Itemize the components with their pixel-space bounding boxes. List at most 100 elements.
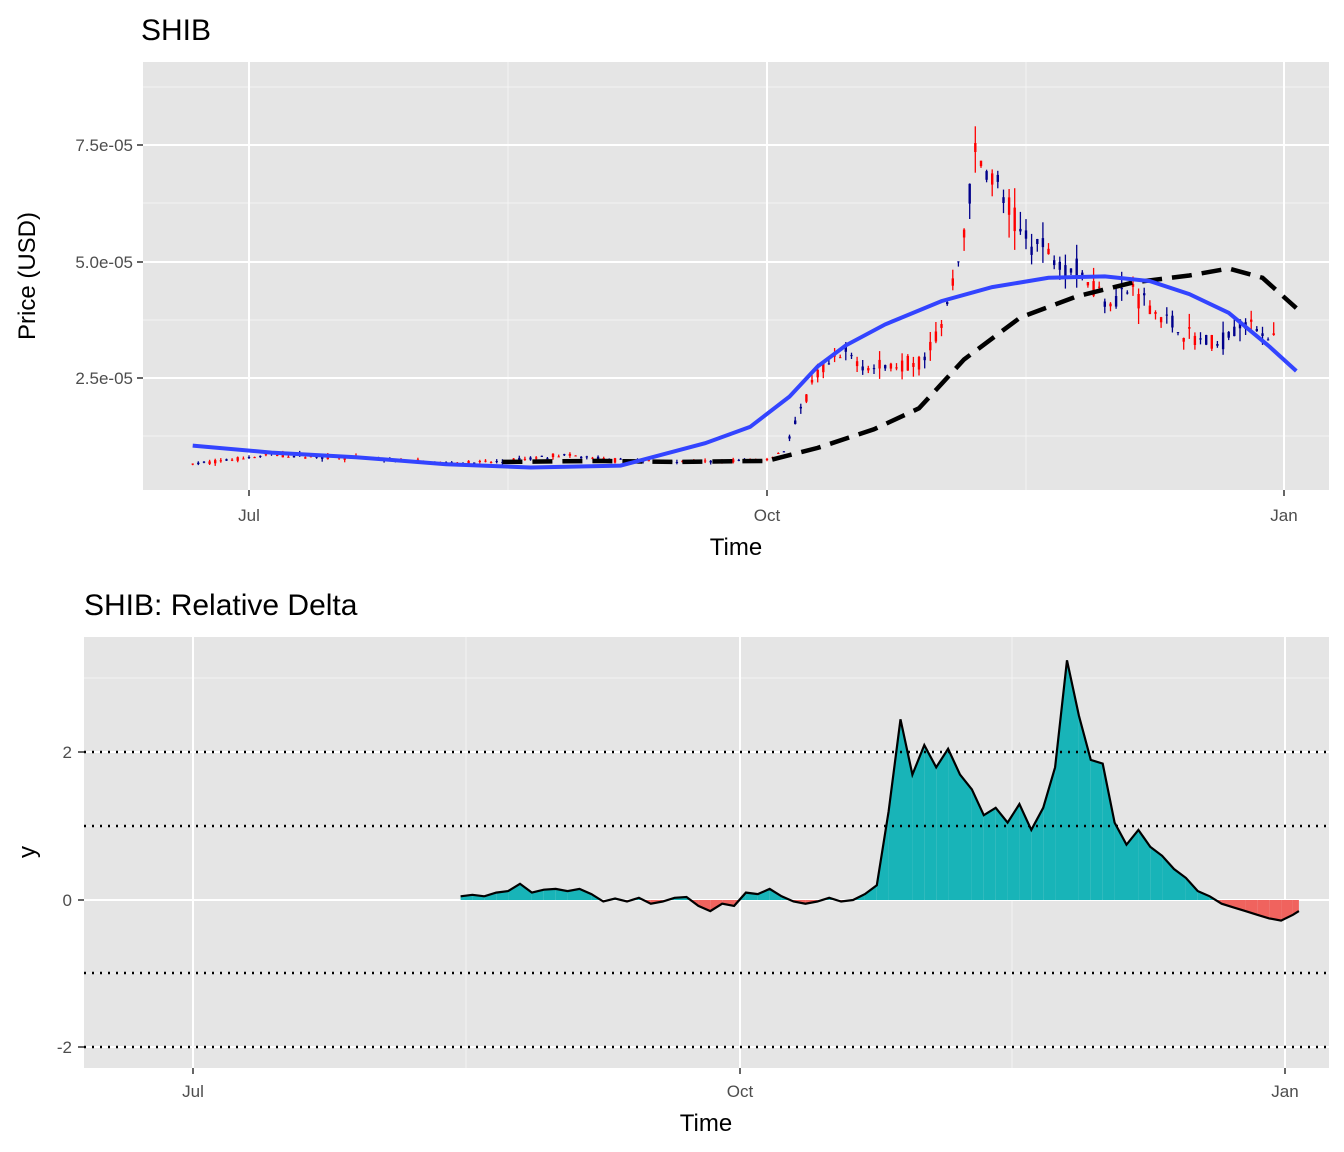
candle-body (1092, 281, 1095, 296)
candle-body (850, 355, 853, 357)
chart1-minor-grid (143, 62, 1329, 490)
candle-body (1159, 317, 1163, 323)
x-tick-label: Oct (727, 1082, 754, 1101)
candle-body (264, 454, 268, 456)
positive-delta-area (555, 888, 568, 900)
candle-body (1154, 312, 1157, 314)
candle-body (777, 453, 780, 454)
candle-body (1266, 339, 1270, 341)
candle-body (1131, 284, 1135, 287)
candle-body (484, 460, 487, 462)
candle-body (737, 459, 740, 461)
candle-body (923, 356, 926, 361)
candle-body (827, 363, 831, 365)
candle-body (1007, 197, 1011, 215)
candle-body (1058, 261, 1061, 270)
candle-body (1126, 292, 1129, 294)
candle-body (647, 460, 650, 462)
positive-delta-area (1126, 829, 1139, 900)
candle-body (563, 454, 566, 456)
candle-body (929, 341, 932, 351)
candle-body (473, 462, 476, 464)
candle-body (1019, 228, 1022, 232)
candle-body (1176, 332, 1180, 334)
candle-body (996, 174, 999, 182)
candle-body (535, 457, 538, 459)
candle-body (1041, 238, 1045, 248)
chart2-y-axis-title: y (14, 846, 41, 858)
positive-delta-area (971, 789, 984, 900)
candle-body (1137, 294, 1140, 309)
candle-body (580, 456, 583, 459)
candle-body (703, 460, 707, 462)
candle-body (844, 345, 847, 352)
candle-body (551, 453, 555, 458)
positive-delta-area (508, 883, 520, 900)
candle-body (219, 460, 222, 462)
candle-body (225, 459, 228, 461)
candle-body (765, 458, 769, 461)
candle-body (495, 461, 498, 463)
candle-body (1069, 268, 1073, 273)
candle-body (1182, 338, 1185, 342)
positive-delta-area (1114, 822, 1127, 900)
candle-body (602, 458, 605, 460)
candle-body (1171, 315, 1174, 328)
candle-body (1165, 314, 1168, 316)
y-tick-label: 5.0e-05 (75, 253, 133, 272)
positive-delta-area (1185, 877, 1198, 900)
candle-body (247, 457, 251, 458)
candle-body (321, 456, 324, 459)
candle-body (501, 461, 504, 463)
candle-body (613, 458, 617, 463)
candle-body (1064, 265, 1067, 277)
candle-body (343, 457, 346, 460)
candle-body (794, 420, 797, 424)
candle-body (822, 363, 825, 373)
candle-body (1188, 327, 1191, 329)
candle-body (489, 462, 493, 464)
candle-body (867, 368, 870, 371)
candle-body (276, 454, 279, 456)
candle-body (416, 459, 420, 461)
candle-body (782, 451, 786, 453)
y-tick-label: -2 (57, 1038, 72, 1057)
positive-delta-area (936, 748, 949, 900)
candle-body (1148, 305, 1152, 315)
smooth-trend-line (192, 274, 1298, 470)
positive-delta-area (1150, 846, 1163, 900)
candle-body (900, 360, 904, 372)
candle-body (1109, 303, 1112, 307)
positive-delta-area (579, 888, 592, 900)
chart2-x-axis: Jul Oct Jan (182, 1068, 1299, 1101)
candle-body (799, 406, 802, 409)
candle-body (529, 457, 532, 460)
candle-body (951, 278, 954, 286)
candle-body (1030, 246, 1033, 255)
candle-body (1261, 333, 1264, 336)
candle-body (805, 394, 808, 402)
x-tick-label: Jan (1270, 506, 1297, 525)
positive-delta-area (1031, 807, 1044, 900)
positive-delta-area (983, 807, 996, 900)
candle-body (1002, 197, 1005, 203)
candle-body (1114, 296, 1118, 307)
positive-delta-area (948, 748, 960, 900)
candle-body (259, 455, 262, 457)
positive-delta-area (1007, 804, 1020, 900)
candle-body (287, 456, 290, 458)
candle-body (540, 455, 543, 457)
chart1-major-grid (143, 62, 1329, 490)
candle-body (934, 331, 938, 342)
chart1-x-axis: Jul Oct Jan (238, 490, 1298, 525)
candle-body (1143, 293, 1146, 296)
x-tick-label: Jul (182, 1082, 204, 1101)
candle-body (512, 458, 515, 460)
candle-body (788, 436, 791, 439)
positive-delta-area (1090, 759, 1103, 900)
negative-delta-area (1269, 900, 1282, 921)
chart2-delta-areas (460, 660, 1299, 921)
positive-delta-area (1138, 829, 1151, 900)
chart1-x-axis-title: Time (710, 534, 762, 561)
